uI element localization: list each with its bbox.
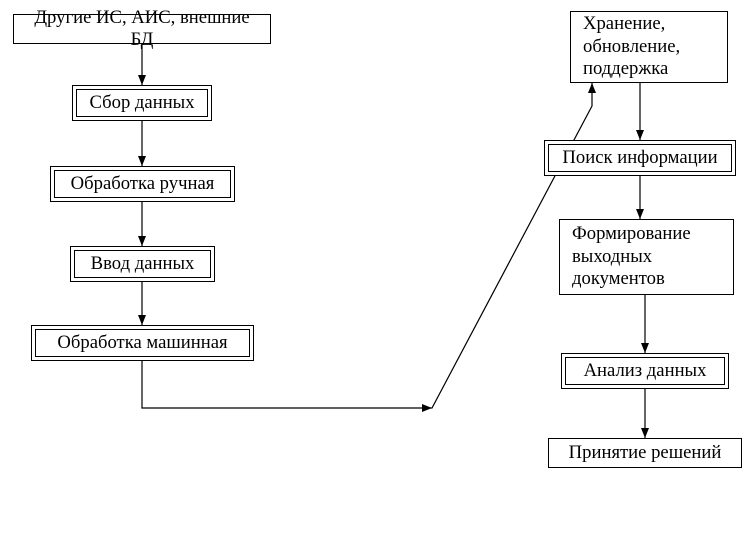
node-label: Обработка машинная bbox=[57, 332, 227, 354]
node-label: Анализ данных bbox=[584, 360, 707, 382]
node-n1: Другие ИС, АИС, внешние БД bbox=[13, 14, 271, 44]
node-label: Сбор данных bbox=[89, 92, 194, 114]
node-n7: Поиск информации bbox=[544, 140, 736, 176]
node-n8: Формирование выходных документов bbox=[559, 219, 734, 295]
node-label: Формирование выходных документов bbox=[572, 223, 691, 290]
node-label: Обработка ручная bbox=[71, 173, 215, 195]
node-n10: Принятие решений bbox=[548, 438, 742, 468]
node-n2: Сбор данных bbox=[72, 85, 212, 121]
node-label: Хранение, обновление, поддержка bbox=[583, 13, 680, 80]
node-n5: Обработка машинная bbox=[31, 325, 254, 361]
node-n6: Хранение, обновление, поддержка bbox=[570, 11, 728, 83]
node-label: Другие ИС, АИС, внешние БД bbox=[22, 7, 262, 52]
node-label: Принятие решений bbox=[569, 442, 722, 464]
node-n4: Ввод данных bbox=[70, 246, 215, 282]
node-n3: Обработка ручная bbox=[50, 166, 235, 202]
node-n9: Анализ данных bbox=[561, 353, 729, 389]
node-label: Ввод данных bbox=[91, 253, 195, 275]
node-label: Поиск информации bbox=[562, 147, 717, 169]
